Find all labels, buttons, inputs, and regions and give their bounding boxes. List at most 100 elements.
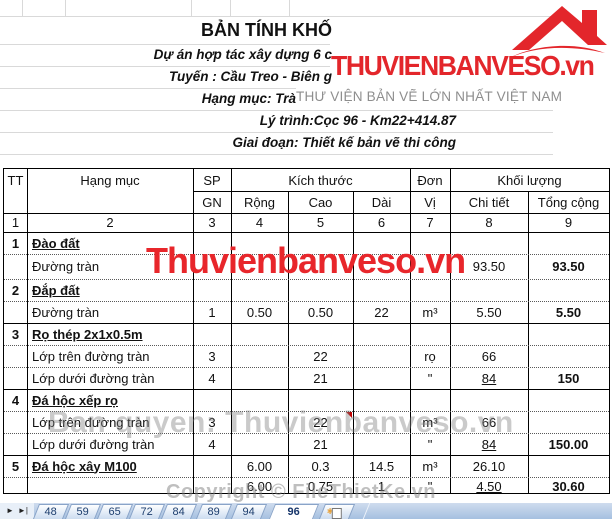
colnum-3[interactable]: 3 — [208, 215, 216, 230]
watermark-copyright: Copyright © FileThietKe.vn — [166, 481, 436, 503]
cell-tong-cong[interactable]: 93.50 — [552, 259, 585, 274]
sheet-tab-96-active[interactable]: 96 — [268, 504, 320, 519]
cell-rong[interactable]: 6.00 — [246, 458, 273, 474]
cell-group-title[interactable]: Đá hộc xây M100 — [32, 458, 137, 474]
table-border — [4, 367, 609, 368]
volume-table: TT Hạng mục SP Kích thước Đơn Khối lượng… — [3, 168, 610, 494]
cell-item-name[interactable]: Đường tràn — [32, 259, 100, 274]
header-khoi-luong[interactable]: Khối lượng — [497, 172, 562, 188]
cell-group-title[interactable]: Rọ thép 2x1x0.5m — [32, 326, 143, 342]
colnum-1[interactable]: 1 — [11, 215, 20, 230]
cell-item-name[interactable]: Đường tràn — [32, 304, 100, 320]
header-tt[interactable]: TT — [7, 172, 24, 188]
cell-tt[interactable]: 5 — [11, 458, 20, 474]
cell-chi-tiet[interactable]: 4.50 — [476, 478, 502, 494]
cell-item-name[interactable]: Lớp trên đường tràn — [32, 414, 150, 430]
header-sp[interactable]: SP — [203, 172, 221, 188]
sheet-tab-94[interactable]: 94 — [230, 504, 268, 519]
cell-chi-tiet[interactable]: 84 — [481, 370, 497, 386]
cell-cao[interactable]: 0.50 — [307, 304, 334, 320]
header-rong[interactable]: Rộng — [243, 194, 276, 210]
cell-dai[interactable]: 1 — [377, 478, 386, 494]
cell-item-name[interactable]: Lớp trên đường tràn — [32, 348, 150, 364]
gridline — [65, 0, 66, 16]
page-icon — [331, 508, 342, 519]
doc-stage-line: Giai đoạn: Thiết kế bản vẽ thi công — [232, 135, 456, 150]
header-dai[interactable]: Dài — [371, 194, 392, 210]
sheet-tab-84[interactable]: 84 — [160, 504, 198, 519]
cell-comment-marker-icon[interactable] — [346, 412, 352, 418]
cell-rong[interactable]: 0.50 — [246, 304, 273, 320]
cell-chi-tiet[interactable]: 5.50 — [476, 304, 502, 320]
cell-item-name[interactable]: Lớp dưới đường tràn — [32, 436, 155, 452]
header-hang-muc[interactable]: Hạng mục — [80, 172, 140, 188]
colnum-6[interactable]: 6 — [377, 215, 386, 230]
cell-cao[interactable]: 21 — [313, 436, 328, 452]
cell-cao[interactable]: 0.3 — [311, 458, 330, 474]
header-kich-thuoc[interactable]: Kích thước — [288, 172, 353, 188]
colnum-5[interactable]: 5 — [316, 215, 325, 230]
cell-tong-cong[interactable]: 30.60 — [552, 478, 585, 494]
cell-tong-cong[interactable]: 5.50 — [555, 304, 582, 320]
cell-tong-cong[interactable]: 150 — [557, 370, 580, 386]
sheet-tab-59[interactable]: 59 — [64, 504, 102, 519]
gridline — [0, 66, 332, 67]
cell-gn[interactable]: 3 — [208, 414, 216, 430]
header-don[interactable]: Đơn — [417, 172, 443, 188]
header-chi-tiet[interactable]: Chi tiết — [468, 194, 510, 210]
cell-rong[interactable]: 6.00 — [246, 478, 273, 494]
header-cao[interactable]: Cao — [308, 194, 333, 210]
cell-don-vi[interactable]: " — [427, 478, 433, 494]
tab-scroll-last-icon[interactable]: ►| — [17, 506, 28, 515]
cell-tt[interactable]: 1 — [11, 235, 20, 251]
colnum-2[interactable]: 2 — [106, 215, 114, 230]
cell-tt[interactable]: 4 — [11, 392, 20, 408]
cell-cao[interactable]: 22 — [313, 348, 328, 364]
header-gn[interactable]: GN — [202, 194, 222, 210]
cell-don-vi[interactable]: " — [427, 436, 433, 452]
cell-dai[interactable]: 22 — [374, 304, 389, 320]
cell-don-vi[interactable]: m³ — [422, 458, 438, 474]
colnum-7[interactable]: 7 — [426, 215, 434, 230]
cell-tt[interactable]: 3 — [11, 326, 20, 342]
colnum-8[interactable]: 8 — [485, 215, 493, 230]
cell-dai[interactable]: 14.5 — [368, 458, 395, 474]
cell-chi-tiet[interactable]: 66 — [481, 348, 497, 364]
tab-scroll-next-icon[interactable]: ► — [6, 506, 14, 515]
cell-don-vi[interactable]: " — [427, 370, 433, 386]
cell-chi-tiet[interactable]: 66 — [481, 414, 497, 430]
cell-chi-tiet[interactable]: 84 — [481, 436, 497, 452]
sheet-tab-65[interactable]: 65 — [96, 504, 134, 519]
cell-chi-tiet[interactable]: 26.10 — [472, 458, 506, 474]
cell-cao[interactable]: 21 — [313, 370, 328, 386]
cell-gn[interactable]: 3 — [208, 348, 216, 364]
cell-chi-tiet[interactable]: 93.50 — [472, 259, 506, 274]
cell-item-name[interactable]: Lớp dưới đường tràn — [32, 370, 155, 386]
insert-worksheet-icon: ✱ — [323, 505, 351, 519]
cell-group-title[interactable]: Đắp đất — [32, 282, 80, 298]
sheet-tab-72[interactable]: 72 — [128, 504, 166, 519]
cell-gn[interactable]: 4 — [208, 370, 216, 386]
gridline — [0, 88, 332, 89]
cell-tong-cong[interactable]: 150.00 — [548, 436, 589, 452]
cell-gn[interactable]: 1 — [208, 304, 216, 320]
cell-gn[interactable]: 4 — [208, 436, 216, 452]
cell-group-title[interactable]: Đào đất — [32, 235, 80, 251]
colnum-9[interactable]: 9 — [564, 215, 573, 230]
cell-tt[interactable]: 2 — [11, 282, 20, 298]
cell-cao[interactable]: 0.75 — [307, 478, 334, 494]
logo-wordmark: THUVIENBANVESO.vn — [331, 50, 595, 81]
table-border — [4, 389, 609, 390]
cell-don-vi[interactable]: m³ — [422, 304, 438, 320]
sheet-tab-89[interactable]: 89 — [195, 504, 233, 519]
insert-sheet-tab[interactable]: ✱ — [318, 504, 356, 519]
colnum-4[interactable]: 4 — [255, 215, 264, 230]
cell-group-title[interactable]: Đá hộc xếp rọ — [32, 392, 118, 408]
cell-don-vi[interactable]: rọ — [424, 348, 436, 364]
header-tong-cong[interactable]: Tổng cộng — [537, 194, 600, 210]
header-vi[interactable]: Vị — [424, 194, 436, 210]
gridline — [0, 154, 553, 155]
cell-don-vi[interactable]: m³ — [422, 414, 438, 430]
sheet-tab-48[interactable]: 48 — [32, 504, 70, 519]
cell-cao[interactable]: 22 — [313, 414, 328, 430]
